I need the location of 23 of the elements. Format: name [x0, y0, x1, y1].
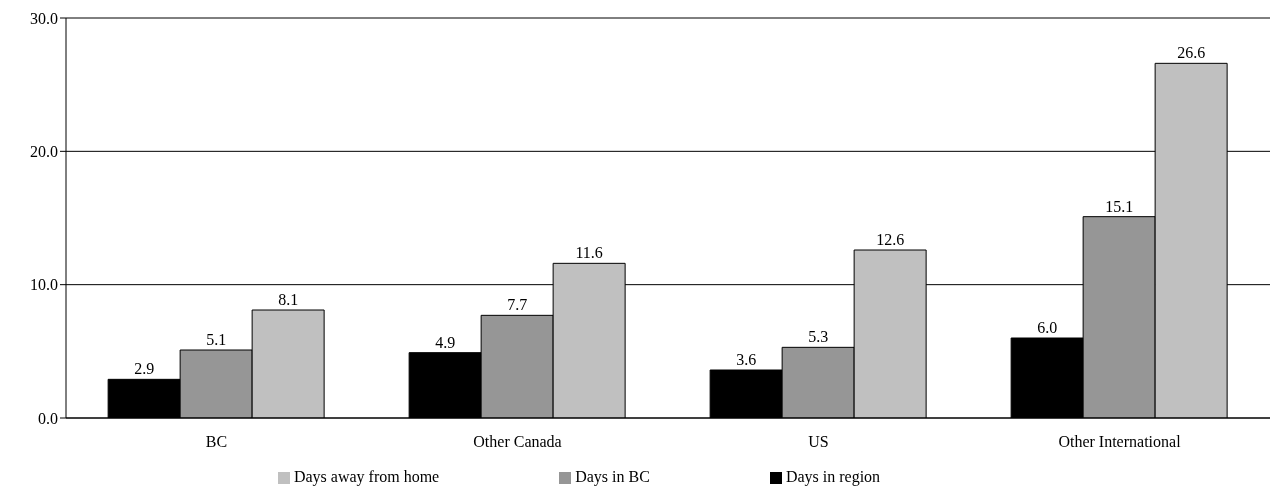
legend-label: Days in BC — [575, 468, 650, 485]
legend-label: Days in region — [785, 468, 881, 485]
data-label: 8.1 — [278, 291, 299, 308]
data-label: 5.3 — [808, 328, 829, 346]
x-tick-label: US — [808, 433, 829, 451]
legend-label: Days away from home — [293, 468, 440, 485]
x-tick-label: Other International — [1058, 433, 1182, 451]
x-tick-label: BC — [205, 433, 228, 451]
data-label: 6.0 — [1037, 319, 1058, 336]
y-tick-label: 20.0 — [30, 143, 58, 161]
data-label: 26.6 — [1177, 44, 1206, 62]
data-label: 3.6 — [736, 351, 757, 368]
data-label: 2.9 — [134, 360, 155, 378]
data-label: 5.1 — [206, 331, 227, 348]
data-label: 15.1 — [1105, 197, 1134, 215]
y-tick-label: 30.0 — [30, 9, 58, 27]
data-label: 11.6 — [575, 244, 603, 262]
data-label: 4.9 — [435, 333, 456, 351]
y-tick-label: 0.0 — [38, 409, 58, 427]
y-tick-label: 10.0 — [30, 276, 58, 294]
data-label: 12.6 — [876, 231, 905, 248]
data-label: 7.7 — [507, 296, 528, 314]
x-tick-label: Other Canada — [473, 433, 562, 451]
